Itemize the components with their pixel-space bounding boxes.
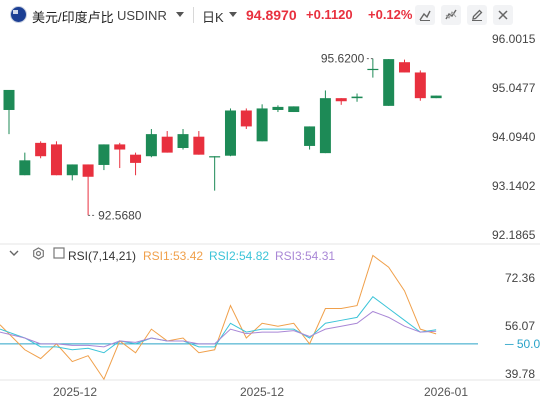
candle-body <box>193 136 205 155</box>
candle-body <box>399 62 410 73</box>
candle-body <box>19 160 31 176</box>
price-change: +0.1120 <box>306 7 353 22</box>
candle-body <box>35 142 47 157</box>
candle-body <box>240 110 252 127</box>
low-annotation: 92.5680 <box>98 208 142 222</box>
last-price: 94.8970 <box>246 7 297 23</box>
edit-icon[interactable] <box>467 5 487 25</box>
settings-gear-icon[interactable] <box>32 247 45 263</box>
candle-body <box>335 98 347 102</box>
rsi2-value: RSI2:54.82 <box>209 249 270 263</box>
quote-header: 美元/印度卢比 USDINR 日K 94.8970 +0.1120 +0.12% <box>0 0 540 30</box>
candle-body <box>130 154 142 163</box>
candle-body <box>383 59 395 106</box>
close-icon[interactable] <box>493 5 513 25</box>
pair-code: USDINR <box>117 8 167 23</box>
candle-body <box>114 144 126 150</box>
candle-body <box>209 156 221 158</box>
candle-body <box>177 134 189 148</box>
price-tick-label: 92.1865 <box>492 228 536 242</box>
candle-body <box>3 89 15 110</box>
period-chevron-down-icon[interactable] <box>229 12 237 17</box>
chevron-down-icon[interactable] <box>176 12 184 17</box>
candle-body <box>145 134 157 157</box>
candle-body <box>430 95 442 99</box>
candle-body <box>414 72 426 99</box>
rsi-line-rsi3 <box>0 310 437 348</box>
collapse-chevron-icon[interactable] <box>8 247 20 262</box>
rsi-ref-label-bg <box>480 335 538 352</box>
rsi-line-rsi2 <box>0 296 437 354</box>
candle-body <box>272 106 284 110</box>
price-tick-label: 96.0015 <box>492 32 536 46</box>
period-selector[interactable]: 日K <box>202 10 224 25</box>
price-tick-label: 94.0940 <box>492 130 536 144</box>
rsi-tick-label: 39.78 <box>505 367 535 381</box>
draw-line-icon[interactable] <box>415 5 435 25</box>
compare-icon[interactable] <box>441 5 461 25</box>
price-tick-label: 95.0477 <box>492 81 536 95</box>
rsi-tick-label: 56.07 <box>505 319 535 333</box>
pair-name: 美元/印度卢比 <box>32 10 114 25</box>
rsi-line-rsi1 <box>0 254 437 381</box>
rsi-tick-label: 72.36 <box>505 271 535 285</box>
x-tick-label: 2025-12 <box>240 385 284 399</box>
candle-body <box>304 126 316 146</box>
rsi-legend: RSI(7,14,21) RSI1:53.42 RSI2:54.82 RSI3:… <box>0 247 470 265</box>
candle-body <box>82 164 94 177</box>
indicator-toggle-icon[interactable] <box>53 247 65 262</box>
candle-body <box>66 164 78 176</box>
price-tick-label: 93.1402 <box>492 179 536 193</box>
candle-body <box>98 144 110 165</box>
candle-body <box>288 106 300 113</box>
high-annotation: 95.6200 <box>321 52 365 66</box>
rsi3-value: RSI3:54.31 <box>275 249 336 263</box>
candle-body <box>50 144 62 176</box>
candle-body <box>224 110 236 156</box>
divider <box>193 7 194 23</box>
x-tick-label: 2025-12 <box>53 385 97 399</box>
candle-body <box>319 98 331 154</box>
rsi-tick-label: ─ 50.00 <box>504 337 540 351</box>
candle-body <box>161 136 173 153</box>
candle-body <box>256 108 268 142</box>
x-tick-label: 2026-01 <box>424 385 468 399</box>
candle-body <box>351 96 363 99</box>
candle-body <box>367 68 379 71</box>
rsi-label: RSI(7,14,21) <box>68 249 137 263</box>
rsi1-value: RSI1:53.42 <box>143 249 204 263</box>
price-change-percent: +0.12% <box>368 7 413 22</box>
currency-flag-icon <box>10 6 27 23</box>
